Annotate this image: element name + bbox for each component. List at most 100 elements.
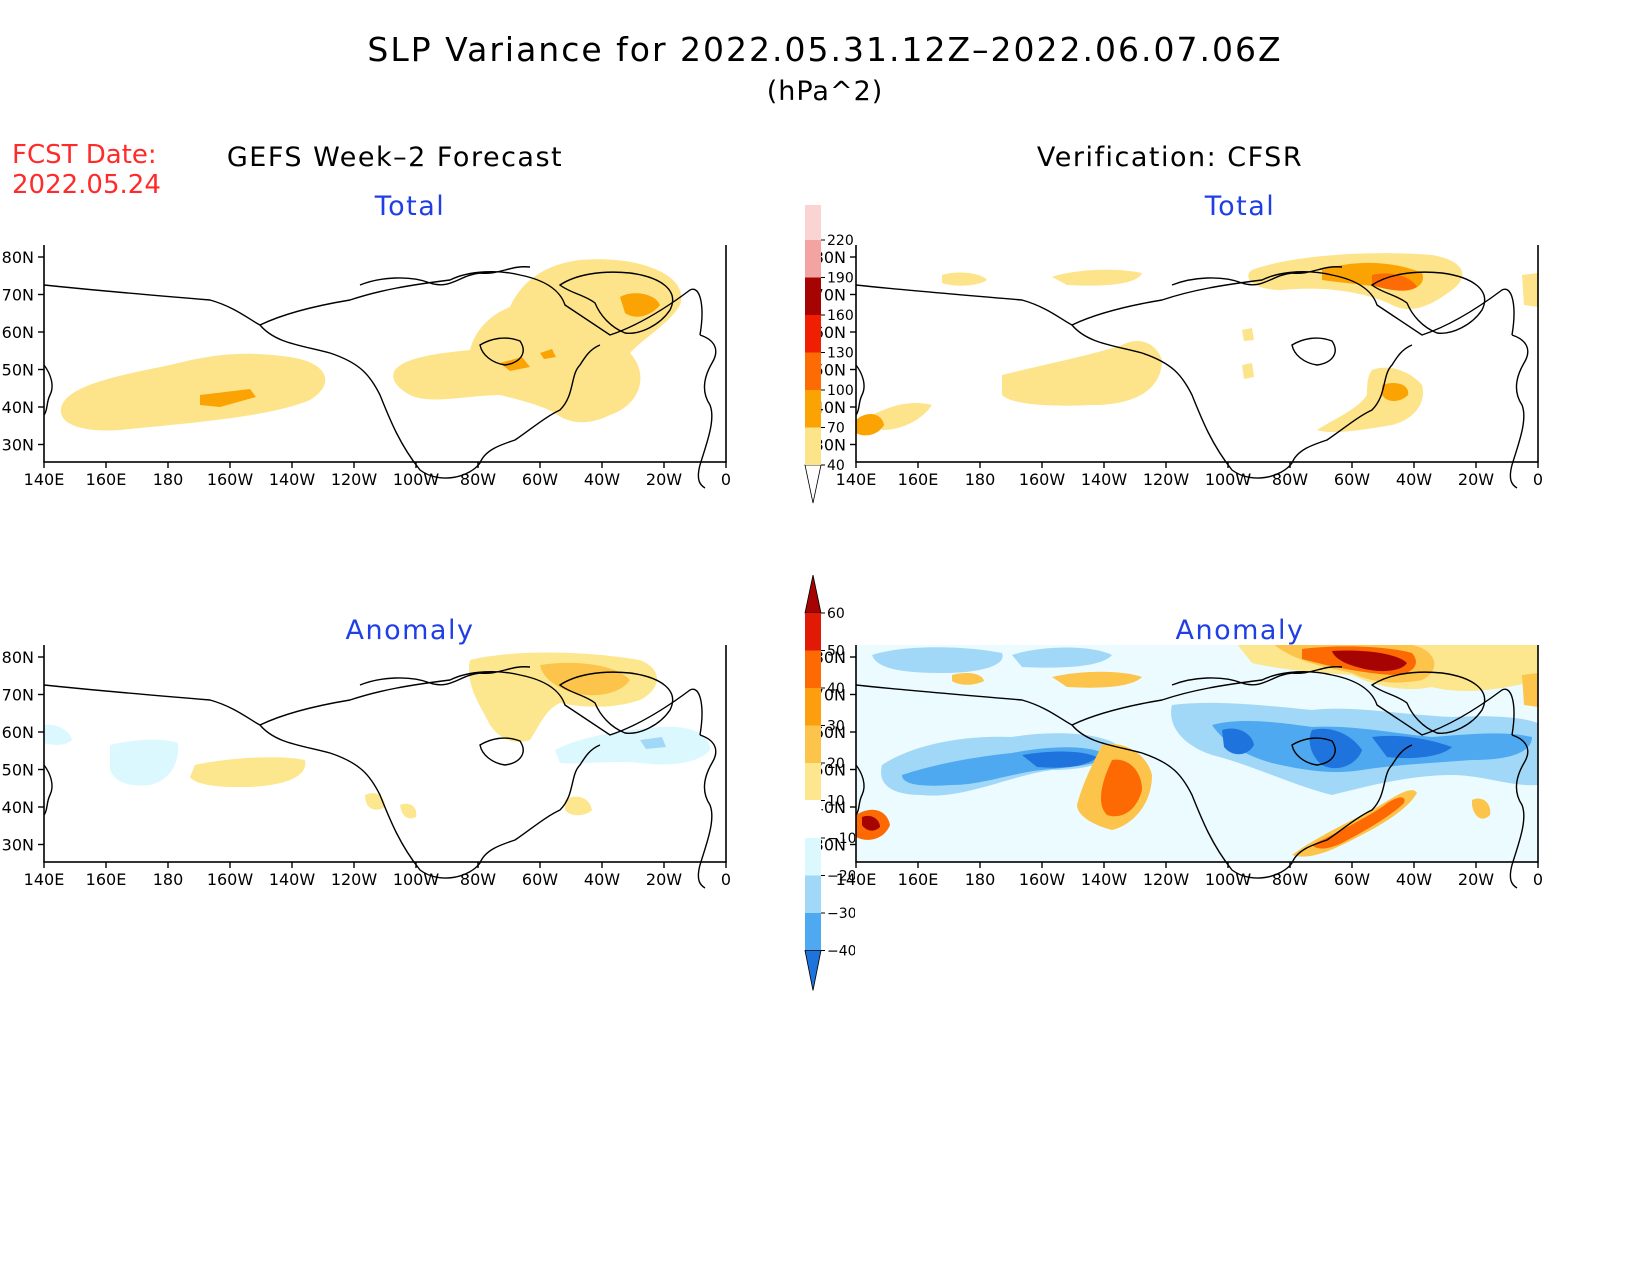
colorbar-box — [805, 352, 821, 390]
verif-total-frame — [855, 245, 1539, 463]
lon-tick-label: 40W — [584, 870, 620, 889]
lon-tick-label: 80W — [460, 470, 496, 489]
lon-tick-label: 180 — [153, 470, 184, 489]
lat-tick-label: 80N — [2, 248, 34, 267]
forecast-total-title: Total — [374, 191, 446, 222]
colorbar-tick-label: 30 — [827, 719, 845, 735]
forecast-anomaly-frame — [43, 645, 727, 863]
lat-tick-label: 60N — [2, 323, 34, 342]
lat-tick-label: 80N — [2, 648, 34, 667]
colorbar-tick-label: 50 — [827, 644, 845, 660]
lon-tick-label: 160W — [1019, 870, 1066, 889]
lat-tick-label: 30N — [2, 436, 34, 455]
lon-tick-label: 60W — [522, 470, 558, 489]
lat-tick-label: 40N — [2, 398, 34, 417]
lon-tick-label: 160W — [1019, 470, 1066, 489]
lon-tick-label: 120W — [1143, 870, 1190, 889]
colorbar-tick-label: 60 — [827, 606, 845, 622]
forecast-total-frame — [43, 245, 727, 463]
lon-tick-label: 0 — [1533, 870, 1543, 889]
lat-tick-label: 30N — [814, 836, 846, 855]
lon-tick-label: 120W — [331, 470, 378, 489]
colorbar-tick-label: −10 — [827, 831, 855, 847]
lon-tick-label: 140E — [24, 870, 65, 889]
colorbar-tick-label: 100 — [827, 383, 854, 399]
verif-anomaly-coastlines — [855, 666, 1529, 889]
lon-tick-label: 100W — [1205, 870, 1252, 889]
lon-tick-label: 160W — [207, 870, 254, 889]
colorbar-box — [804, 800, 822, 839]
units-subtitle: (hPa^2) — [766, 76, 884, 107]
colorbar-tick-label: 10 — [827, 794, 845, 810]
verif-anomaly-fill — [856, 645, 1538, 862]
lon-tick-label: 80W — [460, 870, 496, 889]
colorbar-tick-label: −20 — [827, 869, 855, 885]
colorbar-under-triangle — [804, 464, 822, 504]
lat-tick-label: 50N — [814, 361, 846, 380]
colorbar-box — [805, 875, 821, 913]
colorbar-box — [805, 427, 821, 465]
total-colorbar-boxes — [804, 205, 822, 504]
colorbar-tick-label: 70 — [827, 421, 845, 437]
forecast-heading: GEFS Week–2 Forecast — [226, 142, 564, 173]
verif-anomaly-lat-ticks: 80N 70N 60N 50N 40N 30N — [814, 648, 856, 855]
lon-tick-label: 180 — [965, 470, 996, 489]
colorbar-tick-label: 20 — [827, 756, 845, 772]
lon-tick-label: 20W — [646, 470, 682, 489]
total-colorbar-labels: 40 70 100 130 160 190 220 — [821, 233, 854, 474]
lat-tick-label: 50N — [814, 761, 846, 780]
colorbar-box — [805, 277, 821, 315]
fcst-date-label: FCST Date: — [12, 140, 157, 170]
anomaly-colorbar-boxes — [804, 575, 822, 991]
verif-total-title: Total — [1204, 191, 1276, 222]
lat-tick-label: 50N — [2, 761, 34, 780]
lon-tick-label: 160E — [86, 870, 127, 889]
forecast-total-coastlines — [43, 266, 717, 489]
colorbar-tick-label: −30 — [827, 906, 855, 922]
verification-heading: Verification: CFSR — [1036, 142, 1304, 173]
lon-tick-label: 140W — [1081, 470, 1128, 489]
lat-tick-label: 80N — [814, 248, 846, 267]
lon-tick-label: 60W — [1334, 470, 1370, 489]
lon-tick-label: 0 — [721, 470, 731, 489]
lon-tick-label: 140E — [24, 470, 65, 489]
lon-tick-label: 0 — [1533, 470, 1543, 489]
verif-anomaly-frame — [855, 645, 1539, 863]
lon-tick-label: 20W — [1458, 470, 1494, 489]
verif-anomaly-map: 80N 70N 60N 50N 40N 30N 140E 160E 180 160W 140W 12… — [814, 645, 1543, 889]
colorbar-tick-label: 40 — [827, 681, 845, 697]
lon-tick-label: 160E — [898, 870, 939, 889]
total-colorbar: 40 70 100 130 160 190 220 — [804, 205, 854, 504]
verif-total-fill — [856, 253, 1538, 436]
forecast-total-lat-ticks: 80N 70N 60N 50N 40N 30N — [2, 248, 44, 455]
colorbar-box — [805, 913, 821, 951]
lon-tick-label: 20W — [646, 870, 682, 889]
colorbar-box — [805, 725, 821, 763]
colorbar-box — [805, 315, 821, 353]
lon-tick-label: 40W — [1396, 470, 1432, 489]
colorbar-tick-label: 190 — [827, 271, 854, 287]
lon-tick-label: 0 — [721, 870, 731, 889]
lon-tick-label: 120W — [1143, 470, 1190, 489]
lon-tick-label: 80W — [1272, 870, 1308, 889]
lon-tick-label: 140W — [1081, 870, 1128, 889]
lat-tick-label: 70N — [2, 286, 34, 305]
colorbar-tick-label: 40 — [827, 458, 845, 474]
colorbar-box — [805, 613, 821, 651]
lat-tick-label: 70N — [814, 686, 846, 705]
colorbar-tick-label: 130 — [827, 346, 854, 362]
lon-tick-label: 180 — [965, 870, 996, 889]
forecast-total-map: 80N 70N 60N 50N 40N 30N 140E 160E 180 160W 140W 12… — [2, 245, 731, 489]
colorbar-box — [805, 390, 821, 428]
lat-tick-label: 60N — [2, 723, 34, 742]
lat-tick-label: 70N — [814, 286, 846, 305]
lon-tick-label: 140W — [269, 470, 316, 489]
lon-tick-label: 100W — [393, 470, 440, 489]
lat-tick-label: 80N — [814, 648, 846, 667]
forecast-anomaly-lon-ticks: 140E 160E 180 160W 140W 120W 100W 80W 60W 40W 20W 0 — [24, 862, 731, 889]
colorbar-over-triangle — [804, 575, 822, 614]
verif-total-lat-ticks: 80N 70N 60N 50N 40N 30N — [814, 248, 856, 455]
lat-tick-label: 60N — [814, 323, 846, 342]
colorbar-box — [805, 205, 821, 240]
fcst-date-value: 2022.05.24 — [12, 170, 161, 200]
